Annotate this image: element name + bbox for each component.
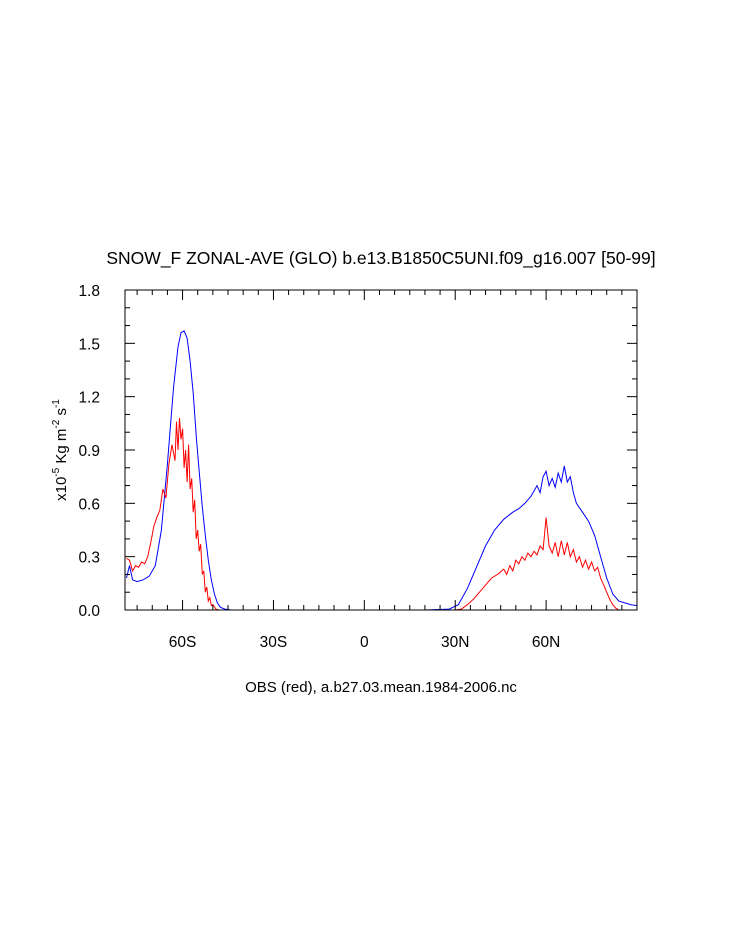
x-axis-label: OBS (red), a.b27.03.mean.1984-2006.nc — [245, 679, 517, 696]
y-axis-label-unit-s: s — [53, 408, 70, 420]
y-axis-label-unit: Kg m — [53, 429, 70, 468]
series-line-1 — [126, 417, 620, 611]
y-axis-ticks: 0.0 0.3 0.6 0.9 1.2 1.5 1.8 — [78, 283, 637, 620]
y-axis-label-unit-exp1: -2 — [51, 419, 62, 428]
y-tick-label: 0.6 — [78, 496, 100, 513]
y-axis-label-exp: -5 — [51, 467, 62, 476]
chart-title: SNOW_F ZONAL-AVE (GLO) b.e13.B1850C5UNI.… — [106, 248, 655, 269]
x-tick-label: 60S — [169, 634, 197, 651]
y-tick-label: 0.9 — [78, 443, 100, 460]
y-axis-label-unit-exp2: -1 — [51, 399, 62, 408]
series-line-0 — [126, 330, 638, 611]
x-tick-label: 0 — [360, 634, 369, 651]
x-tick-label: 30S — [260, 634, 288, 651]
y-tick-label: 1.8 — [78, 283, 100, 300]
y-tick-label: 1.5 — [78, 336, 100, 353]
plot-lines — [126, 330, 638, 611]
y-tick-label: 1.2 — [78, 390, 100, 407]
x-tick-label: 60N — [532, 634, 560, 651]
x-tick-label: 30N — [441, 634, 469, 651]
y-tick-label: 0.0 — [78, 603, 100, 620]
y-tick-label: 0.3 — [78, 550, 100, 567]
y-axis-label-prefix: x10 — [53, 477, 70, 501]
y-axis-label: x10-5 Kg m-2 s-1 — [51, 399, 70, 501]
x-axis-ticks: 60S 30S 0 30N 60N — [136, 290, 638, 651]
